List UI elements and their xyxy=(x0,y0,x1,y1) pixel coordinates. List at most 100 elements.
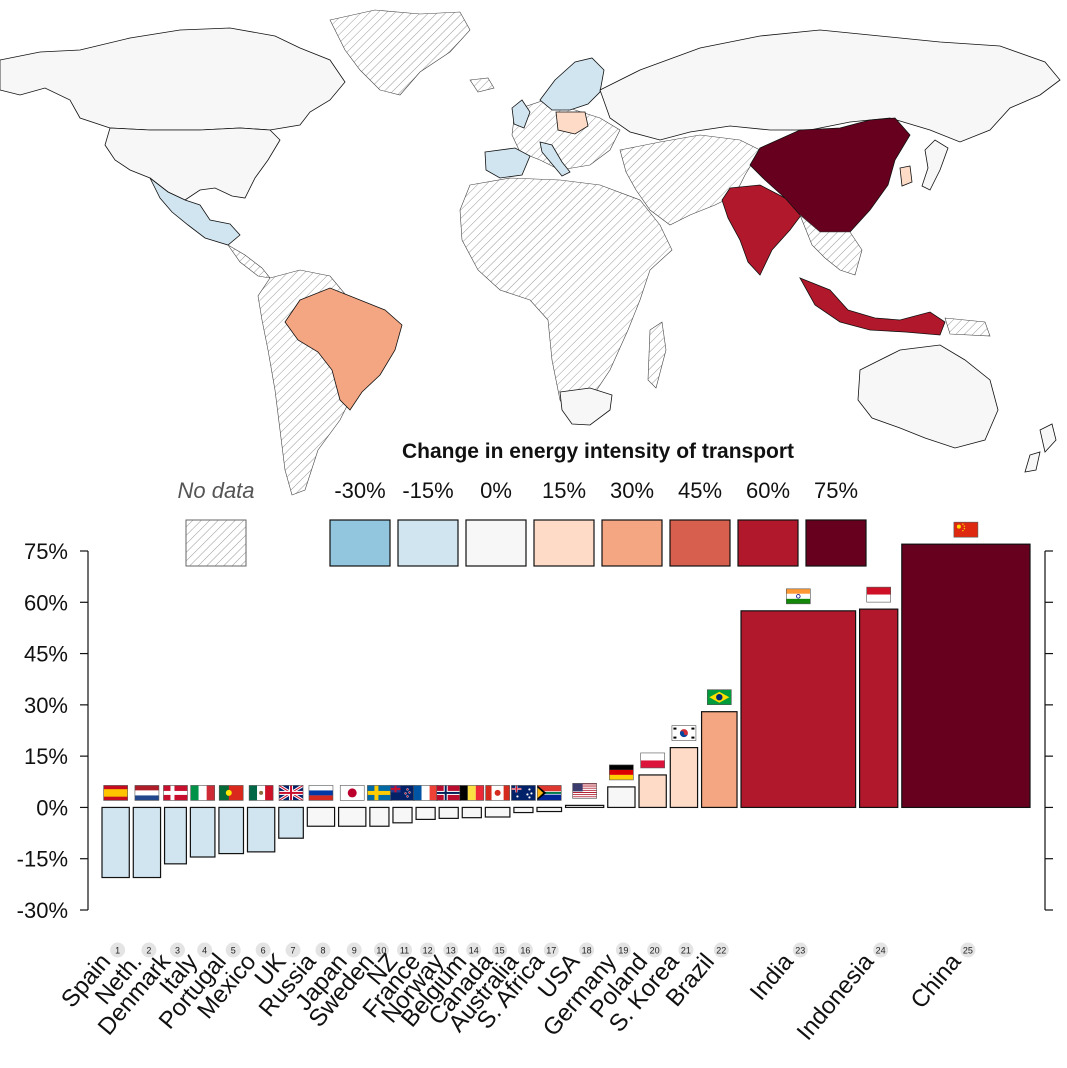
world-map xyxy=(0,9,1061,496)
legend-bin-label: 75% xyxy=(814,478,858,503)
china-flag xyxy=(953,521,979,538)
y-tick-label: -30% xyxy=(17,898,68,923)
rank-number: 11 xyxy=(400,946,409,956)
rank-badge xyxy=(543,942,559,958)
denmark-flag xyxy=(163,785,188,801)
norway-flag xyxy=(436,785,462,801)
bar-brazil xyxy=(700,711,738,809)
indonesia-flag xyxy=(866,586,891,603)
rank-number: 2 xyxy=(146,946,151,956)
legend-bin-swatch xyxy=(805,519,867,567)
bar-australia xyxy=(513,806,534,814)
map-papua xyxy=(944,317,991,337)
rank-number: 19 xyxy=(618,946,628,956)
x-tick-label: India xyxy=(745,948,800,1006)
rank-badge xyxy=(255,942,271,958)
rank-badge xyxy=(713,942,729,958)
legend-bin-swatch xyxy=(737,519,799,567)
legend-no-data-label: No data xyxy=(177,478,254,503)
rank-badge xyxy=(647,942,663,958)
bar-denmark xyxy=(163,806,187,865)
rank-number: 8 xyxy=(320,946,325,956)
rank-badge xyxy=(466,942,482,958)
map-korea xyxy=(899,165,913,187)
legend-bin-label: 60% xyxy=(746,478,790,503)
rank-badge xyxy=(678,942,694,958)
rank-number: 12 xyxy=(423,946,433,956)
spain-flag xyxy=(103,785,128,801)
australia-flag xyxy=(511,785,536,801)
legend-bin-swatch xyxy=(601,519,663,567)
brazil-flag xyxy=(706,689,732,705)
y-tick-label: 60% xyxy=(24,590,68,615)
bar-canada xyxy=(484,806,511,818)
legend-bin-label: -15% xyxy=(402,478,453,503)
sweden-flag xyxy=(367,785,392,801)
legend-bin-label: -30% xyxy=(334,478,385,503)
rank-number: 25 xyxy=(963,946,973,956)
new-zealand-flag xyxy=(390,785,415,801)
legend-bin-label: 30% xyxy=(610,478,654,503)
rank-number: 13 xyxy=(446,946,456,956)
map-central-america xyxy=(227,244,271,279)
y-tick-label: 0% xyxy=(36,795,68,820)
x-tick-label: China xyxy=(905,948,966,1014)
rank-badge xyxy=(420,942,436,958)
map-japan xyxy=(921,139,949,191)
bar-sweden xyxy=(369,806,390,827)
legend-bin-swatch xyxy=(397,519,459,567)
y-tick-label: -15% xyxy=(17,847,68,872)
map-southeast-asia xyxy=(799,214,863,276)
bar-russia xyxy=(306,806,336,827)
rank-number: 23 xyxy=(795,946,805,956)
bar-italy xyxy=(189,806,216,858)
rank-badge xyxy=(615,942,631,958)
japan-flag xyxy=(339,785,365,801)
legend-bin-swatch xyxy=(329,519,391,567)
rank-badge xyxy=(315,942,331,958)
map-china xyxy=(749,117,911,233)
russia-flag xyxy=(308,785,334,801)
germany-flag xyxy=(609,764,634,781)
bar-portugal xyxy=(218,806,245,855)
legend-bin-swatch xyxy=(465,519,527,567)
france-flag xyxy=(413,785,438,801)
rank-number: 7 xyxy=(291,946,296,956)
rank-number: 10 xyxy=(376,946,386,956)
bar-s-korea xyxy=(669,746,699,809)
rank-badge xyxy=(960,942,976,958)
rank-number: 22 xyxy=(716,946,726,956)
rank-number: 3 xyxy=(175,946,180,956)
map-australia xyxy=(857,344,999,449)
rank-number: 15 xyxy=(495,946,505,956)
rank-badge xyxy=(397,942,413,958)
map-greenland xyxy=(329,9,471,96)
rank-badge xyxy=(285,942,301,958)
india-flag xyxy=(786,588,811,605)
bar-poland xyxy=(638,774,667,809)
legend: Change in energy intensity of transport … xyxy=(177,440,867,567)
y-tick-label: 15% xyxy=(24,744,68,769)
usa-flag xyxy=(572,783,597,799)
rank-badge xyxy=(141,942,157,958)
bar-mexico xyxy=(246,806,276,853)
rank-number: 18 xyxy=(582,946,592,956)
map-usa xyxy=(104,127,281,201)
rank-badge xyxy=(517,942,533,958)
rank-number: 1 xyxy=(115,946,120,956)
rank-number: 9 xyxy=(352,946,357,956)
map-italy xyxy=(539,141,571,177)
map-scandinavia xyxy=(539,57,605,111)
rank-badge xyxy=(792,942,808,958)
map-russia xyxy=(599,29,1061,143)
rank-badge xyxy=(873,942,889,958)
bar-uk xyxy=(278,806,304,839)
legend-title: Change in energy intensity of transport xyxy=(402,440,794,463)
map-madagascar xyxy=(647,321,667,389)
map-uk xyxy=(511,99,531,129)
portugal-flag xyxy=(218,785,244,801)
rank-badge xyxy=(225,942,241,958)
south-africa-flag xyxy=(536,785,562,801)
poland-flag xyxy=(640,752,665,769)
